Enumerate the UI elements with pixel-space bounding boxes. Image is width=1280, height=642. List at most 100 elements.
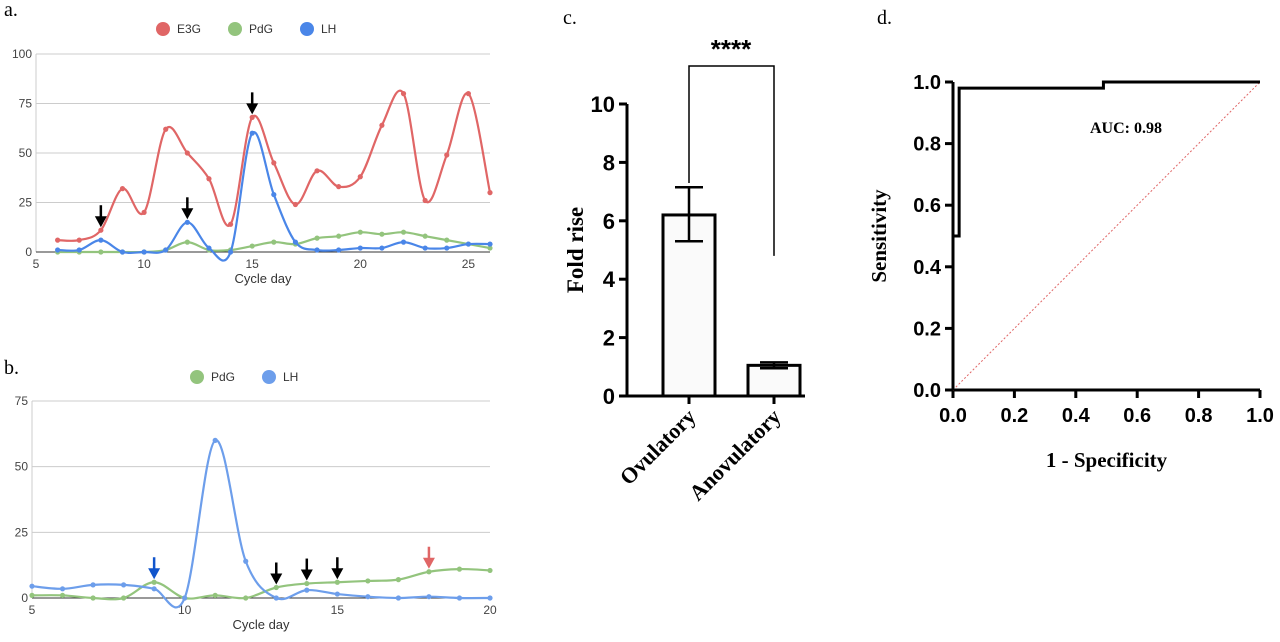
data-point-pdg <box>357 229 363 235</box>
data-point-lh <box>206 245 212 251</box>
panel-label: a. <box>4 0 18 21</box>
data-point-pdg <box>90 595 96 601</box>
y-tick-label: 0.2 <box>913 318 941 340</box>
data-point-e3g <box>141 209 147 215</box>
y-tick-label: 8 <box>603 150 615 175</box>
y-tick-label: 0.4 <box>913 257 942 279</box>
x-tick-label: 10 <box>178 603 192 617</box>
x-axis-title: Cycle day <box>232 617 290 632</box>
data-point-pdg <box>151 579 157 585</box>
data-point-pdg <box>59 592 66 598</box>
series-line-lh <box>57 131 491 262</box>
y-tick-label: 50 <box>19 146 33 160</box>
y-tick-label: 25 <box>19 196 33 210</box>
data-point-lh <box>90 582 96 588</box>
data-point-pdg <box>487 567 493 574</box>
x-axis-title: 1 - Specificity <box>1046 448 1168 472</box>
y-tick-label: 75 <box>15 394 29 408</box>
x-tick-label: 20 <box>483 603 497 617</box>
data-point-pdg <box>487 245 493 251</box>
legend-marker-lh <box>300 22 314 36</box>
roc-curve <box>951 80 1260 390</box>
panel-label: c. <box>563 7 577 29</box>
y-tick-label: 2 <box>603 326 615 351</box>
data-point-lh <box>426 594 432 600</box>
legend-label-e3g: E3G <box>177 22 201 36</box>
data-point-e3g <box>292 201 299 208</box>
x-tick-label: 0.2 <box>1000 405 1028 427</box>
x-tick-label: 5 <box>33 257 40 271</box>
y-tick-label: 0 <box>603 384 615 409</box>
y-tick-label: 0.8 <box>913 134 941 156</box>
series-line-lh <box>31 439 491 609</box>
data-point-pdg <box>334 579 340 585</box>
data-point-pdg <box>400 229 407 235</box>
data-point-e3g <box>487 190 493 196</box>
legend-marker-pdg <box>228 22 242 36</box>
data-point-lh <box>422 245 428 251</box>
y-tick-label: 100 <box>12 47 32 61</box>
data-point-lh <box>273 595 279 601</box>
panel-a-chart: a. 0 25 50 75 100 5 10 15 20 25 Cycle day E3G PdG LH <box>4 0 493 286</box>
significance-bracket <box>688 65 775 256</box>
data-point-pdg <box>426 569 432 575</box>
y-tick-label: 1.0 <box>913 72 941 94</box>
y-tick-label: 0 <box>25 245 32 259</box>
data-point-lh <box>151 586 157 592</box>
arrow-marker-head <box>181 208 194 220</box>
data-point-lh <box>395 595 401 601</box>
data-point-e3g <box>119 186 126 192</box>
x-tick-label: 20 <box>354 257 368 271</box>
arrow-marker-head <box>331 568 344 580</box>
arrow-marker-head <box>246 103 259 115</box>
bar-anovulatory <box>746 363 802 398</box>
legend-marker-lh <box>262 370 276 384</box>
data-point-e3g <box>98 227 104 233</box>
legend-label-pdg: PdG <box>249 22 273 36</box>
panel-b-chart: b. 0 25 50 75 5 10 15 20 Cycle day PdG LH <box>4 357 497 632</box>
panel-label: d. <box>877 7 892 29</box>
data-point-lh <box>314 247 320 253</box>
data-point-lh <box>444 245 450 251</box>
data-point-e3g <box>55 237 61 243</box>
x-tick-label: 25 <box>462 257 476 271</box>
data-point-pdg <box>395 577 401 583</box>
x-tick-label: 15 <box>246 257 260 271</box>
data-point-lh <box>98 237 104 243</box>
y-tick-label: 75 <box>19 97 33 111</box>
data-point-pdg <box>273 584 279 591</box>
x-tick-label: 10 <box>137 257 151 271</box>
y-tick-label: 4 <box>603 267 616 292</box>
x-tick-label: 0.6 <box>1123 405 1151 427</box>
legend-marker-pdg <box>190 370 204 384</box>
data-point-e3g <box>357 174 363 180</box>
data-point-lh <box>163 247 169 253</box>
data-point-lh <box>184 219 190 225</box>
data-point-pdg <box>271 239 277 245</box>
y-tick-label: 0 <box>21 591 28 605</box>
significance-label: **** <box>711 34 752 64</box>
arrow-marker-head <box>270 573 283 585</box>
y-tick-label: 6 <box>603 209 615 234</box>
data-point-e3g <box>76 237 82 243</box>
series-line-e3g <box>57 89 492 242</box>
arrow-marker-head <box>300 569 313 581</box>
data-point-lh <box>379 245 385 251</box>
data-point-lh <box>365 594 371 600</box>
data-point-lh <box>334 591 340 597</box>
data-point-pdg <box>121 595 127 601</box>
data-point-lh <box>141 249 147 255</box>
data-point-pdg <box>243 595 249 601</box>
data-point-lh <box>55 247 61 253</box>
y-tick-label: 10 <box>591 92 615 117</box>
legend-label-lh: LH <box>283 370 298 384</box>
data-point-pdg <box>29 592 35 598</box>
data-point-lh <box>227 249 234 255</box>
data-point-lh <box>119 249 126 255</box>
data-point-e3g <box>249 114 255 120</box>
data-point-lh <box>487 595 493 601</box>
data-point-lh <box>487 241 493 247</box>
bar-ovulatory <box>661 213 717 398</box>
data-point-e3g <box>206 176 212 182</box>
